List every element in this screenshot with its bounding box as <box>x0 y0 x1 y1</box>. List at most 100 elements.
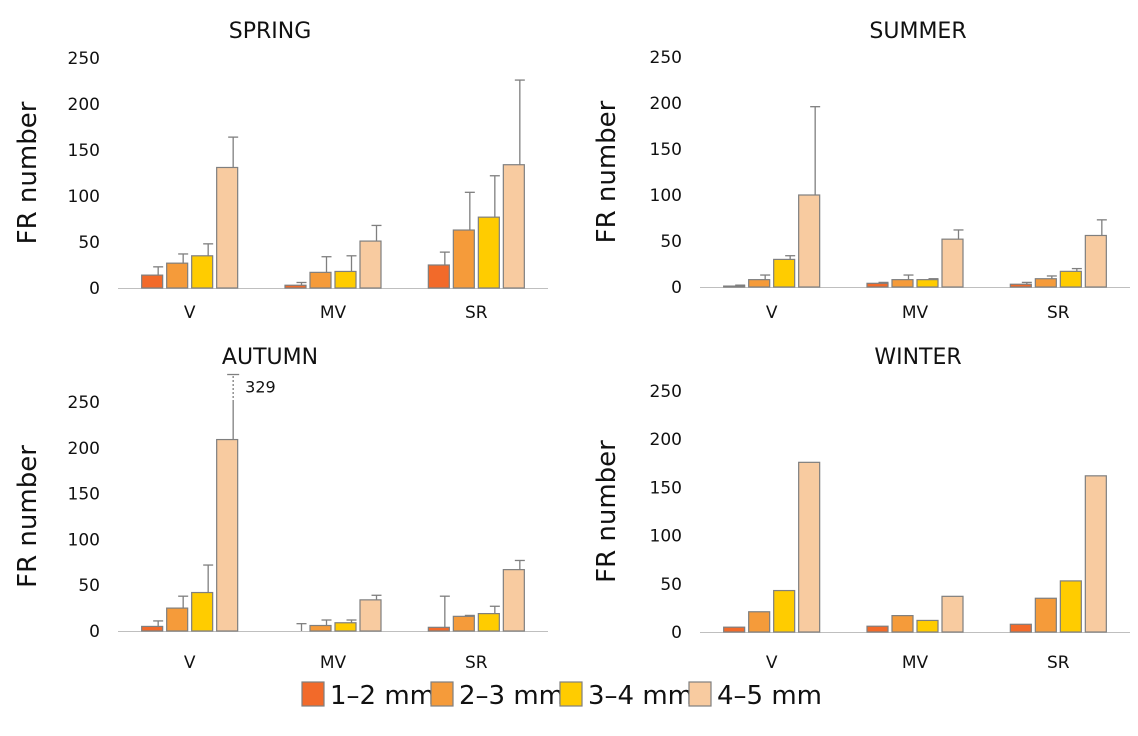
x-category-label: MV <box>902 303 929 323</box>
bar-1-2-mm-V <box>141 274 164 289</box>
bar-1-2-mm-V <box>141 625 164 632</box>
bar-1-2-mm-V <box>723 285 746 288</box>
bar-2-3-mm-MV <box>891 279 914 288</box>
bar-4-5-mm-SR <box>502 569 525 632</box>
bar-2-3-mm-V <box>166 607 189 632</box>
bar-3-4-mm-SR <box>1059 270 1082 288</box>
bar-2-3-mm-SR <box>452 229 475 289</box>
bar-3-4-mm-MV <box>916 619 939 633</box>
bar-4-5-mm-SR <box>502 164 525 289</box>
legend-swatch <box>688 681 712 707</box>
bar-4-5-mm-V <box>216 166 239 289</box>
y-tick-label: 100 <box>68 187 100 207</box>
bar-4-5-mm-MV <box>359 599 382 632</box>
bar-3-4-mm-V <box>773 589 796 633</box>
bar-4-5-mm-SR <box>1084 475 1107 633</box>
bar-4-5-mm-SR <box>1084 234 1107 288</box>
panel-title: AUTUMN <box>222 345 318 370</box>
bar-3-4-mm-MV <box>334 270 357 289</box>
legend-swatch <box>559 681 583 707</box>
legend: 1–2 mm 2–3 mm 3–4 mm 4–5 mm <box>301 681 822 711</box>
y-tick-label: 100 <box>650 186 682 206</box>
y-tick-label: 200 <box>650 430 682 450</box>
bar-2-3-mm-SR <box>1034 597 1057 633</box>
y-tick-label: 50 <box>78 233 100 253</box>
bar-2-3-mm-MV <box>309 271 332 289</box>
x-category-label: V <box>766 653 778 673</box>
bar-3-4-mm-V <box>773 258 796 288</box>
panel-title: SPRING <box>229 19 312 44</box>
y-tick-label: 50 <box>660 575 682 595</box>
panel-title: WINTER <box>874 345 961 370</box>
bar-4-5-mm-V <box>216 438 239 632</box>
y-tick-label: 200 <box>650 94 682 114</box>
bar-4-5-mm-V <box>798 194 821 288</box>
bar-3-4-mm-SR <box>1059 580 1082 633</box>
x-category-label: V <box>184 653 196 673</box>
legend-swatch <box>301 681 325 707</box>
error-annotation-label: 329 <box>245 378 276 397</box>
y-tick-label: 0 <box>89 622 100 642</box>
y-tick-label: 250 <box>68 49 100 69</box>
y-axis-label: FR number <box>592 100 622 243</box>
legend-label: 2–3 mm <box>459 681 564 711</box>
y-tick-label: 200 <box>68 439 100 459</box>
legend-label: 1–2 mm <box>330 681 435 711</box>
bar-1-2-mm-MV <box>866 625 889 633</box>
y-tick-label: 250 <box>650 382 682 402</box>
bar-3-4-mm-MV <box>916 279 939 288</box>
x-category-label: MV <box>320 303 347 323</box>
panel-summer: SUMMER FR number 0 50 100 150 200 250 V MV SR <box>592 19 1130 323</box>
bar-2-3-mm-SR <box>1034 278 1057 288</box>
panel-winter: WINTER FR number 0 50 100 150 200 250 V MV SR <box>592 345 1130 673</box>
y-tick-label: 100 <box>650 527 682 547</box>
y-tick-label: 150 <box>650 140 682 160</box>
bar-2-3-mm-SR <box>452 615 475 632</box>
x-category-label: SR <box>465 653 488 673</box>
y-axis-label: FR number <box>592 440 622 583</box>
bar-3-4-mm-V <box>191 255 214 289</box>
y-tick-label: 0 <box>89 279 100 299</box>
legend-label: 4–5 mm <box>717 681 822 711</box>
x-category-label: V <box>766 303 778 323</box>
y-tick-label: 150 <box>68 141 100 161</box>
legend-swatch <box>430 681 454 707</box>
bar-1-2-mm-SR <box>1009 283 1032 288</box>
bar-3-4-mm-MV <box>334 622 357 632</box>
y-tick-label: 150 <box>68 485 100 505</box>
bar-1-2-mm-MV <box>866 282 889 288</box>
y-tick-label: 250 <box>650 48 682 68</box>
bar-2-3-mm-V <box>748 279 771 288</box>
bar-1-2-mm-SR <box>1009 623 1032 633</box>
y-tick-label: 250 <box>68 393 100 413</box>
bar-4-5-mm-MV <box>359 240 382 289</box>
x-category-label: SR <box>1047 653 1070 673</box>
bar-2-3-mm-V <box>748 611 771 633</box>
y-tick-label: 0 <box>671 623 682 643</box>
bar-2-3-mm-MV <box>309 624 332 632</box>
bar-1-2-mm-V <box>723 626 746 633</box>
x-category-label: MV <box>902 653 929 673</box>
x-category-label: MV <box>320 653 347 673</box>
x-category-label: V <box>184 303 196 323</box>
bar-2-3-mm-MV <box>891 615 914 633</box>
legend-label: 3–4 mm <box>588 681 693 711</box>
y-tick-label: 150 <box>650 478 682 498</box>
bar-2-3-mm-V <box>166 262 189 289</box>
y-axis-label: FR number <box>13 445 43 588</box>
x-category-label: SR <box>465 303 488 323</box>
y-tick-label: 50 <box>78 576 100 596</box>
bar-3-4-mm-SR <box>477 612 500 632</box>
bar-1-2-mm-SR <box>427 626 450 632</box>
bar-4-5-mm-MV <box>941 238 964 288</box>
y-axis-label: FR number <box>13 101 43 244</box>
panel-title: SUMMER <box>869 19 966 44</box>
y-tick-label: 200 <box>68 95 100 115</box>
bar-4-5-mm-V <box>798 461 821 633</box>
y-tick-label: 0 <box>671 278 682 298</box>
y-tick-label: 50 <box>660 232 682 252</box>
bar-3-4-mm-V <box>191 591 214 632</box>
bar-1-2-mm-MV <box>284 284 307 289</box>
panel-autumn: AUTUMN FR number 0 50 100 150 200 250 V 329 MV SR <box>13 345 548 673</box>
